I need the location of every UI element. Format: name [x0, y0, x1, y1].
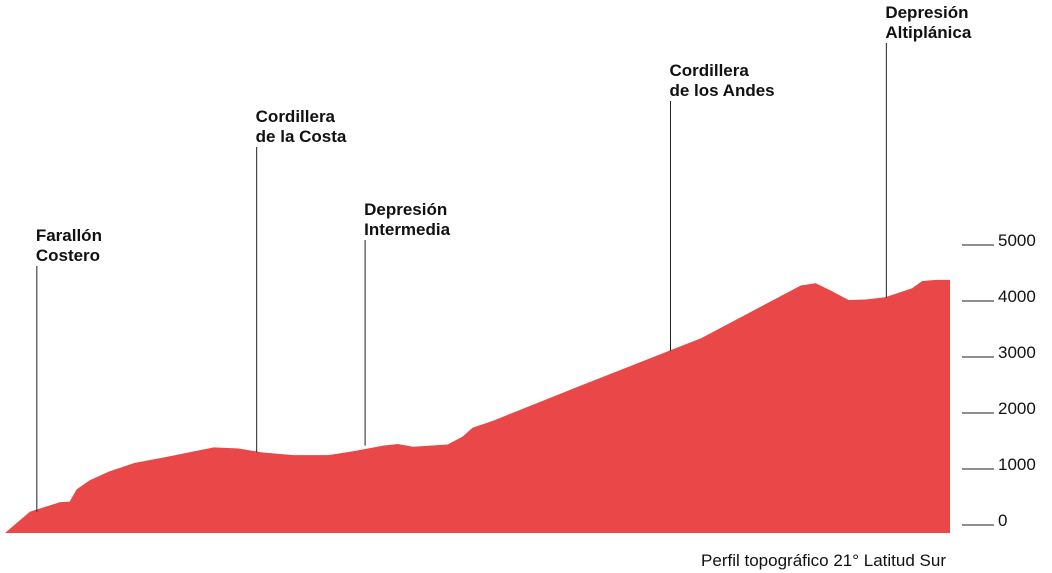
annotation-label: Depresión: [364, 200, 447, 219]
annotation-label: Cordillera: [669, 61, 749, 80]
y-tick-label: 3000: [998, 343, 1036, 362]
annotation-label: Farallón: [36, 226, 102, 245]
y-tick-label: 1000: [998, 455, 1036, 474]
annotation-label: Costero: [36, 246, 100, 265]
annotation-label: de la Costa: [256, 127, 347, 146]
elevation-area: [5, 279, 950, 533]
y-tick-label: 4000: [998, 287, 1036, 306]
y-tick-label: 2000: [998, 399, 1036, 418]
annotation-label: de los Andes: [669, 81, 774, 100]
chart-caption: Perfil topográfico 21° Latitud Sur: [701, 551, 946, 570]
annotation-label: Depresión: [885, 3, 968, 22]
annotation-label: Cordillera: [256, 107, 336, 126]
annotation-label: Intermedia: [364, 220, 451, 239]
annotation-label: Altiplánica: [885, 23, 972, 42]
y-tick-label: 5000: [998, 231, 1036, 250]
y-tick-label: 0: [998, 511, 1007, 530]
